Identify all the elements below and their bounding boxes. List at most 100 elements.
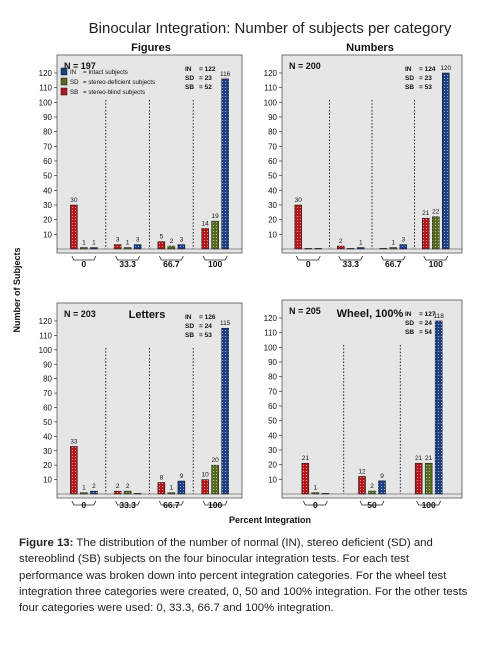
- bar-texture: [358, 476, 366, 494]
- y-tick-label: 120: [264, 69, 278, 78]
- y-tick-label: 90: [268, 113, 277, 122]
- bar-value-label: 9: [380, 473, 384, 480]
- legend-swatch: [60, 87, 68, 96]
- legend-code: SD: [70, 79, 79, 86]
- bar-value-label: 14: [202, 220, 210, 227]
- count-value: = 124: [419, 66, 436, 73]
- bar-texture: [389, 247, 397, 249]
- y-tick-label: 120: [39, 69, 53, 78]
- y-tick-label: 40: [43, 432, 52, 441]
- bar-value-label: 2: [339, 238, 343, 245]
- bar-value-label: 1: [359, 240, 363, 247]
- bar-value-label: 115: [220, 320, 231, 327]
- bar-texture: [311, 492, 319, 494]
- bar-value-label: 3: [116, 237, 120, 244]
- category-bracket: [71, 500, 97, 506]
- y-tick-label: 70: [268, 387, 277, 396]
- y-tick-label: 100: [39, 346, 53, 355]
- bar-texture: [368, 491, 376, 494]
- bar-texture: [378, 480, 386, 494]
- y-tick-label: 100: [39, 98, 53, 107]
- bar-texture: [157, 241, 165, 249]
- y-tick-label: 60: [268, 402, 277, 411]
- y-tick-label: 70: [43, 389, 52, 398]
- bar-value-label: 8: [160, 474, 164, 481]
- bar-texture: [90, 491, 98, 494]
- count-label: SB: [405, 84, 414, 91]
- bar-texture: [301, 463, 309, 494]
- bar-texture: [425, 463, 433, 494]
- count-label: SD: [185, 323, 194, 330]
- figure-caption: Figure 13: The distribution of the numbe…: [19, 535, 471, 616]
- y-tick-label: 20: [43, 461, 52, 470]
- bar-value-label: 1: [82, 240, 86, 247]
- bar-value-label: 5: [160, 234, 164, 241]
- y-tick-label: 30: [268, 201, 277, 210]
- category-label: 100: [208, 259, 222, 269]
- bar-value-label: 3: [136, 237, 140, 244]
- n-label: N = 197: [64, 61, 96, 71]
- bar-value-label: 30: [295, 197, 303, 204]
- bar-value-label: 1: [170, 485, 174, 492]
- legend-swatch: [60, 77, 68, 86]
- bar-value-label: 3: [180, 237, 184, 244]
- bar-texture: [221, 78, 229, 249]
- bar-value-label: 1: [391, 240, 395, 247]
- category-bracket: [71, 255, 97, 261]
- bar-texture: [435, 320, 443, 494]
- y-tick-label: 60: [268, 157, 277, 166]
- category-bracket: [202, 500, 228, 506]
- y-tick-label: 60: [43, 157, 52, 166]
- category-bracket: [359, 500, 385, 506]
- bar-texture: [114, 491, 122, 494]
- y-tick-label: 20: [268, 461, 277, 470]
- legend-code: IN: [70, 69, 76, 76]
- y-tick-label: 10: [268, 475, 277, 484]
- bar-value-label: 33: [70, 438, 78, 445]
- bar-texture: [177, 481, 185, 494]
- count-label: IN: [405, 66, 412, 73]
- count-value: = 126: [199, 314, 216, 321]
- y-tick-label: 110: [39, 84, 52, 93]
- count-value: = 23: [199, 75, 212, 82]
- y-tick-label: 50: [43, 172, 52, 181]
- bar-texture: [80, 492, 88, 494]
- n-label: N = 200: [289, 61, 321, 71]
- y-tick-label: 80: [268, 128, 277, 137]
- count-label: IN: [185, 314, 192, 321]
- category-bracket: [159, 255, 184, 261]
- bar-value-label: 118: [433, 313, 444, 320]
- panel-title: Letters: [129, 309, 166, 321]
- legend-swatch: [60, 67, 68, 76]
- bar-value-label: 1: [82, 485, 86, 492]
- y-tick-label: 20: [43, 216, 52, 225]
- bar-texture: [211, 221, 219, 249]
- category-label: 0: [306, 259, 311, 269]
- bar-value-label: 21: [425, 455, 433, 462]
- bar-value-label: 12: [358, 468, 366, 475]
- y-tick-label: 30: [43, 447, 52, 456]
- bar-texture: [70, 205, 78, 249]
- bar-texture: [294, 205, 302, 249]
- x-axis-label: Percent Integration: [229, 515, 311, 525]
- bar-texture: [201, 479, 209, 494]
- count-label: IN: [405, 311, 412, 318]
- bar-value-label: 1: [126, 240, 130, 247]
- category-label: 0: [82, 259, 87, 269]
- caption-text: The distribution of the number of normal…: [19, 537, 468, 615]
- bar-value-label: 1: [314, 485, 318, 492]
- y-tick-label: 110: [264, 329, 277, 338]
- bar-value-label: 10: [202, 472, 210, 479]
- count-value: = 53: [199, 332, 212, 339]
- legend-text: = Intact subjects: [83, 69, 128, 76]
- y-tick-label: 30: [268, 446, 277, 455]
- bar-texture: [70, 446, 78, 494]
- chart-panel-3: Wheel, 100%102030405060708090100110120N …: [264, 299, 463, 510]
- legend-code: SB: [70, 89, 78, 96]
- count-value: = 52: [199, 84, 212, 91]
- category-bracket: [115, 500, 140, 506]
- y-tick-label: 90: [43, 113, 52, 122]
- y-tick-label: 120: [264, 314, 278, 323]
- count-label: SB: [185, 84, 194, 91]
